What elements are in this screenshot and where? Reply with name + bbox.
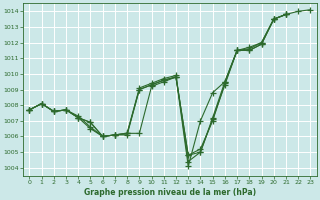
X-axis label: Graphe pression niveau de la mer (hPa): Graphe pression niveau de la mer (hPa) <box>84 188 256 197</box>
